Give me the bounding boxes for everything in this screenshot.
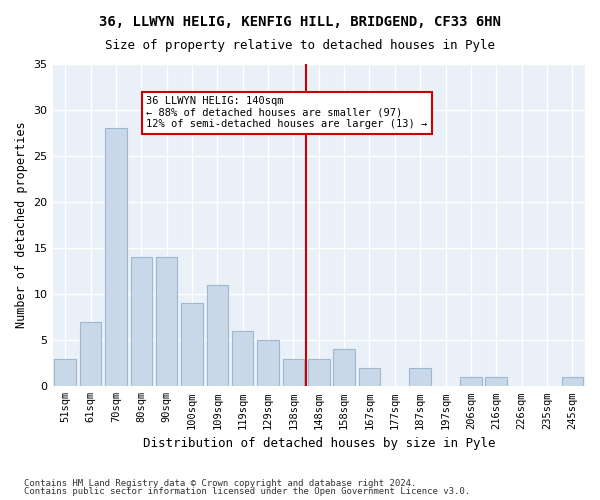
- Bar: [283, 358, 304, 386]
- Bar: [409, 368, 431, 386]
- Bar: [131, 258, 152, 386]
- Text: Contains public sector information licensed under the Open Government Licence v3: Contains public sector information licen…: [24, 487, 470, 496]
- Bar: [562, 377, 583, 386]
- Bar: [156, 258, 178, 386]
- Text: 36 LLWYN HELIG: 140sqm
← 88% of detached houses are smaller (97)
12% of semi-det: 36 LLWYN HELIG: 140sqm ← 88% of detached…: [146, 96, 428, 130]
- Bar: [232, 331, 253, 386]
- Bar: [257, 340, 279, 386]
- Bar: [206, 285, 228, 386]
- Text: Contains HM Land Registry data © Crown copyright and database right 2024.: Contains HM Land Registry data © Crown c…: [24, 478, 416, 488]
- Bar: [460, 377, 482, 386]
- Bar: [359, 368, 380, 386]
- Text: Size of property relative to detached houses in Pyle: Size of property relative to detached ho…: [105, 39, 495, 52]
- Bar: [334, 350, 355, 387]
- Bar: [308, 358, 329, 386]
- X-axis label: Distribution of detached houses by size in Pyle: Distribution of detached houses by size …: [143, 437, 495, 450]
- Bar: [80, 322, 101, 386]
- Bar: [181, 304, 203, 386]
- Bar: [485, 377, 507, 386]
- Y-axis label: Number of detached properties: Number of detached properties: [15, 122, 28, 328]
- Bar: [55, 358, 76, 386]
- Text: 36, LLWYN HELIG, KENFIG HILL, BRIDGEND, CF33 6HN: 36, LLWYN HELIG, KENFIG HILL, BRIDGEND, …: [99, 15, 501, 29]
- Bar: [105, 128, 127, 386]
